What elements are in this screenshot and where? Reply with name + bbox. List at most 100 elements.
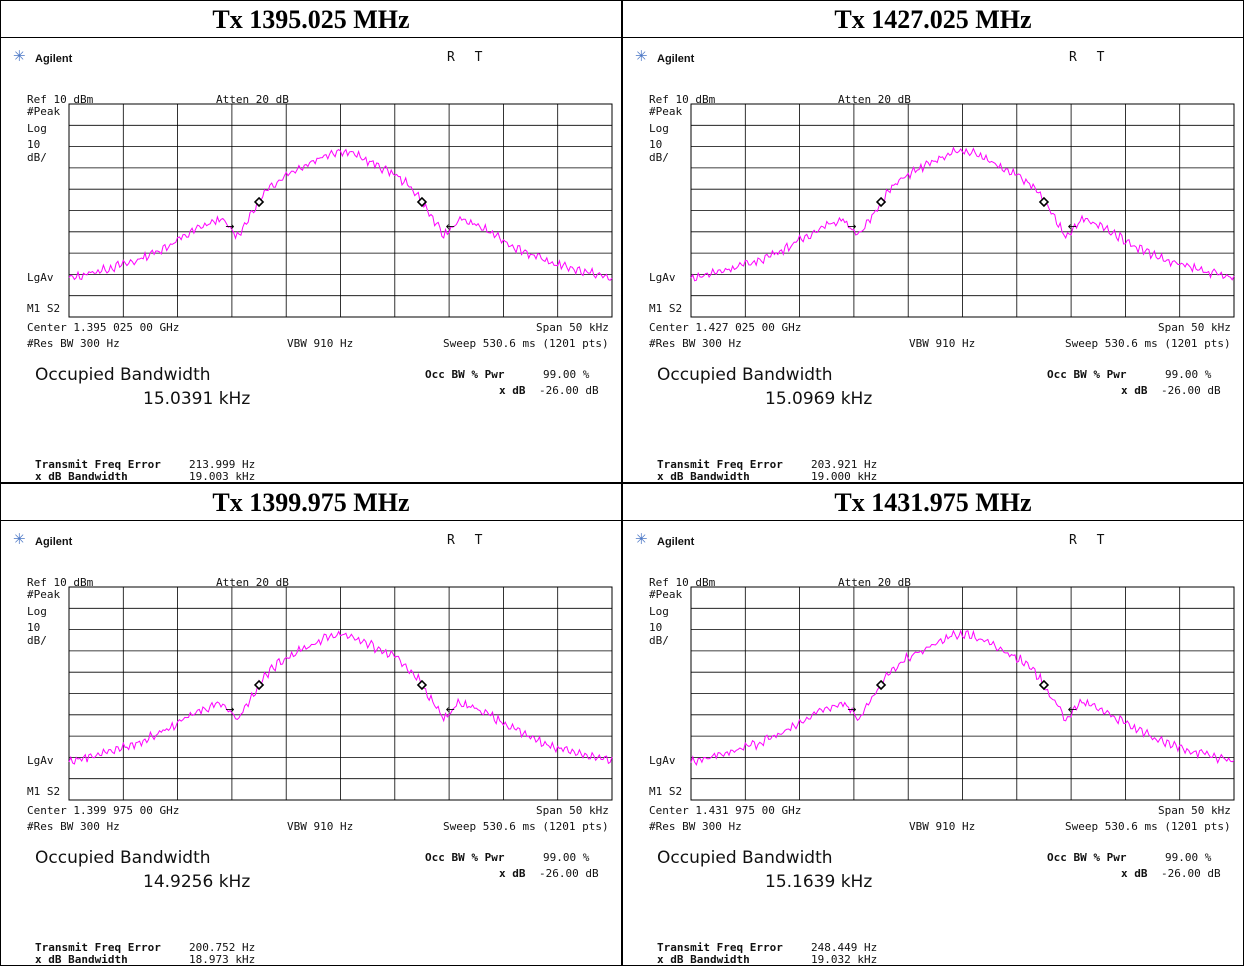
occ-bw-pwr-label: Occ BW % Pwr <box>1047 851 1127 864</box>
occ-bw-pwr-value: 99.00 % <box>543 851 590 864</box>
sweep: Sweep 530.6 ms (1201 pts) <box>443 820 609 833</box>
xdb-arrow-right: ← <box>446 703 455 716</box>
transmit-freq-error-label: Transmit Freq Error <box>657 458 783 471</box>
detector-peak: #Peak <box>27 588 61 601</box>
xdb-bandwidth-label: x dB Bandwidth <box>35 470 128 483</box>
res-bw: #Res BW 300 Hz <box>27 820 120 833</box>
center-frequency: Center 1.427 025 00 GHz <box>649 321 802 334</box>
brand-label: Agilent <box>35 536 73 548</box>
xdb-bandwidth-value: 18.973 kHz <box>189 953 256 966</box>
occupied-bandwidth-title: Occupied Bandwidth <box>657 848 833 868</box>
attenuation: Atten 20 dB <box>216 576 289 589</box>
ref-level: Ref 10 dBm <box>649 93 716 106</box>
res-bw: #Res BW 300 Hz <box>649 820 742 833</box>
panel-tx-1395: Tx 1395.025 MHz ✳ Agilent R T Ref 10 dBm… <box>0 0 622 483</box>
agilent-star-icon: ✳ <box>635 531 648 548</box>
attenuation: Atten 20 dB <box>216 93 289 106</box>
agilent-star-icon: ✳ <box>13 531 26 548</box>
spectrum-trace <box>690 146 1235 282</box>
spectrum-plot: → ← <box>68 103 613 318</box>
occ-bw-marker <box>875 679 887 691</box>
xdb-value: -26.00 dB <box>539 384 599 397</box>
scale-unit: dB/ <box>649 634 669 647</box>
panel-tx-1431: Tx 1431.975 MHz ✳ Agilent R T Ref 10 dBm… <box>622 483 1244 966</box>
marker-state: M1 S2 <box>649 302 683 315</box>
xdb-arrow-left: → <box>847 220 856 233</box>
xdb-label: x dB <box>499 867 526 880</box>
vbw: VBW 910 Hz <box>287 820 354 833</box>
scale-num: 10 <box>27 621 41 634</box>
marker-state: M1 S2 <box>649 785 683 798</box>
occ-bw-marker <box>1038 196 1050 208</box>
ref-level: Ref 10 dBm <box>27 576 94 589</box>
xdb-bandwidth-label: x dB Bandwidth <box>35 953 128 966</box>
brand-label: Agilent <box>657 53 695 65</box>
detector-peak: #Peak <box>27 105 61 118</box>
ref-level: Ref 10 dBm <box>649 576 716 589</box>
span-label: Span 50 kHz <box>1158 321 1231 334</box>
transmit-freq-error-value: 203.921 Hz <box>811 458 878 471</box>
xdb-value: -26.00 dB <box>1161 384 1221 397</box>
scale-num: 10 <box>27 138 41 151</box>
xdb-arrow-left: → <box>225 703 234 716</box>
xdb-arrow-right: ← <box>446 220 455 233</box>
average-label: LgAv <box>27 754 54 767</box>
rt-indicator: R T <box>1069 50 1111 65</box>
marker-state: M1 S2 <box>27 785 61 798</box>
panel-title: Tx 1427.025 MHz <box>623 1 1243 38</box>
occ-bw-pwr-label: Occ BW % Pwr <box>425 368 505 381</box>
res-bw: #Res BW 300 Hz <box>27 337 120 350</box>
occ-bw-marker <box>253 196 265 208</box>
panel-title: Tx 1431.975 MHz <box>623 484 1243 521</box>
brand-label: Agilent <box>657 536 695 548</box>
xdb-label: x dB <box>1121 867 1148 880</box>
average-label: LgAv <box>649 271 676 284</box>
occ-bw-marker <box>253 679 265 691</box>
brand-label: Agilent <box>35 53 73 65</box>
xdb-bandwidth-value: 19.000 kHz <box>811 470 878 483</box>
scale-num: 10 <box>649 621 663 634</box>
xdb-label: x dB <box>1121 384 1148 397</box>
center-frequency: Center 1.399 975 00 GHz <box>27 804 180 817</box>
sweep: Sweep 530.6 ms (1201 pts) <box>443 337 609 350</box>
sweep: Sweep 530.6 ms (1201 pts) <box>1065 337 1231 350</box>
xdb-bandwidth-label: x dB Bandwidth <box>657 470 750 483</box>
xdb-arrow-right: ← <box>1068 220 1077 233</box>
panel-title: Tx 1399.975 MHz <box>1 484 621 521</box>
spectrum-trace <box>690 629 1235 766</box>
spectrum-plot: → ← <box>68 586 613 801</box>
span-label: Span 50 kHz <box>1158 804 1231 817</box>
xdb-value: -26.00 dB <box>539 867 599 880</box>
center-frequency: Center 1.431 975 00 GHz <box>649 804 802 817</box>
xdb-bandwidth-value: 19.032 kHz <box>811 953 878 966</box>
span-label: Span 50 kHz <box>536 804 609 817</box>
attenuation: Atten 20 dB <box>838 93 911 106</box>
transmit-freq-error-value: 213.999 Hz <box>189 458 256 471</box>
transmit-freq-error-label: Transmit Freq Error <box>35 941 161 954</box>
detector-peak: #Peak <box>649 588 683 601</box>
vbw: VBW 910 Hz <box>909 820 976 833</box>
scale-num: 10 <box>649 138 663 151</box>
transmit-freq-error-label: Transmit Freq Error <box>35 458 161 471</box>
scale-log: Log <box>649 122 669 135</box>
scale-log: Log <box>649 605 669 618</box>
occupied-bandwidth-title: Occupied Bandwidth <box>657 365 833 385</box>
rt-indicator: R T <box>1069 533 1111 548</box>
occupied-bandwidth-title: Occupied Bandwidth <box>35 848 211 868</box>
panel-tx-1427: Tx 1427.025 MHz ✳ Agilent R T Ref 10 dBm… <box>622 0 1244 483</box>
occ-bw-pwr-label: Occ BW % Pwr <box>1047 368 1127 381</box>
occ-bw-pwr-value: 99.00 % <box>543 368 590 381</box>
xdb-value: -26.00 dB <box>1161 867 1221 880</box>
occ-bw-marker <box>875 196 887 208</box>
rt-indicator: R T <box>447 50 489 65</box>
attenuation: Atten 20 dB <box>838 576 911 589</box>
analyzer-screen: ✳ Agilent R T Ref 10 dBm Atten 20 dB #Pe… <box>623 530 1243 966</box>
average-label: LgAv <box>27 271 54 284</box>
occupied-bandwidth-title: Occupied Bandwidth <box>35 365 211 385</box>
detector-peak: #Peak <box>649 105 683 118</box>
ref-level: Ref 10 dBm <box>27 93 94 106</box>
spectrum-plot: → ← <box>690 103 1235 318</box>
occ-bw-pwr-label: Occ BW % Pwr <box>425 851 505 864</box>
scale-unit: dB/ <box>649 151 669 164</box>
